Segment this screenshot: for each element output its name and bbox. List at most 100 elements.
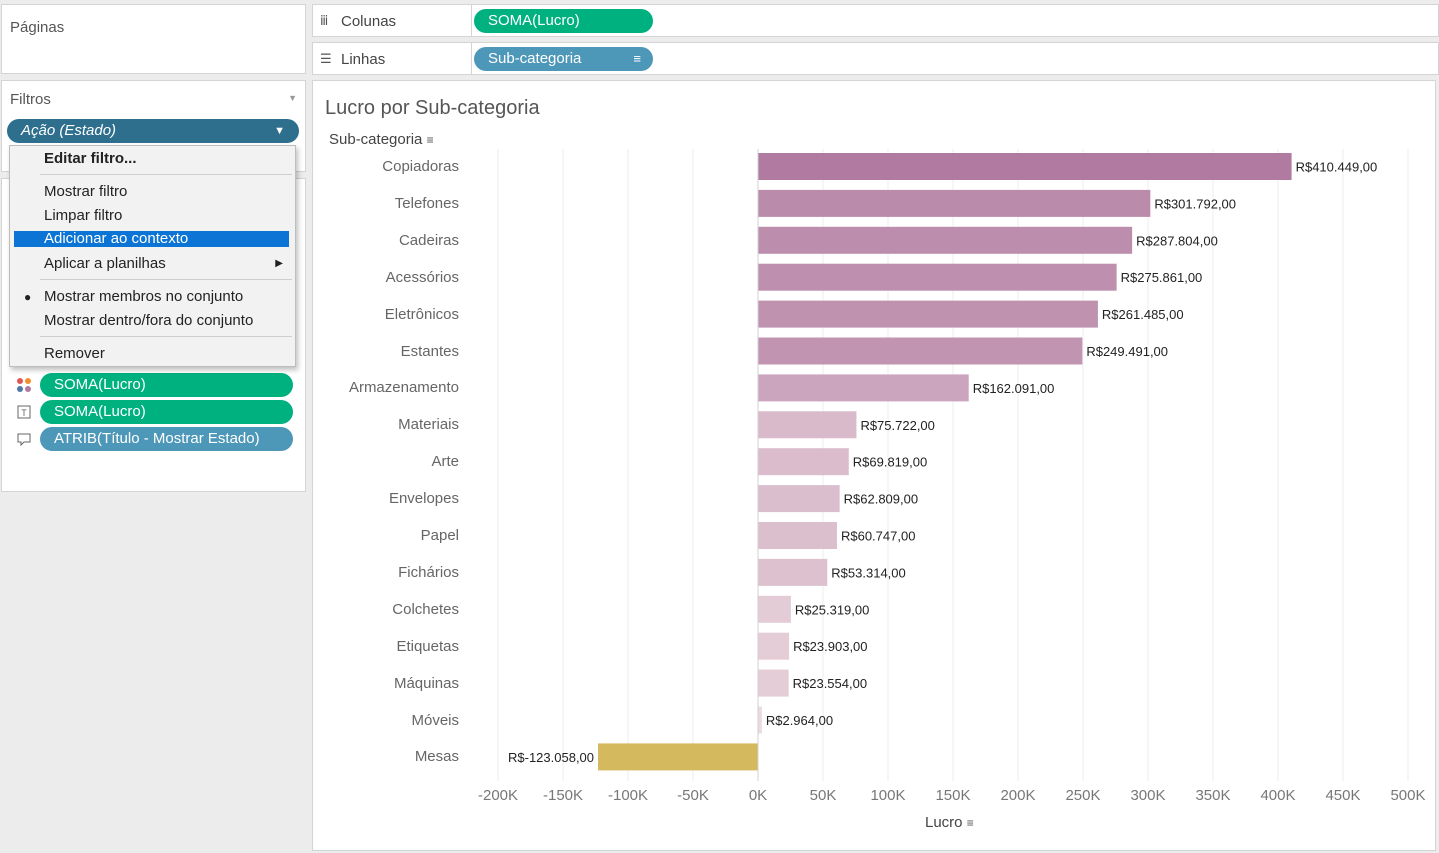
filters-card-menu-arrow-icon[interactable]: ▼ [288, 93, 297, 103]
menu-separator [40, 336, 292, 337]
category-label[interactable]: Etiquetas [396, 637, 459, 655]
label-icon[interactable]: T [16, 404, 32, 420]
x-tick-label: 350K [1195, 787, 1230, 804]
rows-shelf-label: Linhas [341, 51, 386, 68]
category-label[interactable]: Eletrônicos [384, 305, 459, 323]
x-tick-label: 0K [749, 787, 767, 804]
columns-shelf[interactable]: ⅲ Colunas SOMA(Lucro) [312, 4, 1439, 37]
menu-separator [40, 279, 292, 280]
columns-shelf-label-area: ⅲ Colunas [313, 5, 472, 36]
category-label[interactable]: Armazenamento [348, 379, 459, 397]
marks-pill-tooltip[interactable]: ATRIB(Título - Mostrar Estado) [40, 427, 293, 451]
bar-value-label: R$162.091,00 [973, 381, 1055, 396]
menu-item-aplicar-planilhas[interactable]: Aplicar a planilhas ▶ [14, 255, 289, 273]
menu-item-mostrar-membros[interactable]: ● Mostrar membros no conjunto [14, 288, 289, 306]
filter-pill-dropdown-icon[interactable]: ▼ [274, 125, 285, 137]
x-tick-label: -200K [478, 787, 518, 804]
bar [758, 448, 849, 476]
sort-descending-icon[interactable]: ≡ [426, 133, 434, 147]
category-label[interactable]: Envelopes [388, 490, 459, 508]
chart-card: Lucro por Sub-categoria Sub-categoria ≡ … [312, 80, 1436, 851]
x-tick-label: 100K [870, 787, 905, 804]
filter-pill-acao-estado[interactable]: Ação (Estado) ▼ [7, 119, 299, 143]
menu-item-editar-filtro[interactable]: Editar filtro... [44, 150, 137, 167]
category-label[interactable]: Máquinas [393, 674, 459, 692]
category-label[interactable]: Mesas [414, 748, 459, 766]
columns-pill-soma-lucro[interactable]: SOMA(Lucro) [474, 9, 653, 33]
rows-icon: ☰ [320, 51, 332, 66]
marks-pill-label[interactable]: SOMA(Lucro) [40, 400, 293, 424]
sort-icon[interactable]: ≡ [966, 816, 974, 830]
x-tick-label: -50K [677, 787, 709, 804]
category-label[interactable]: Telefones [394, 194, 459, 212]
bar [758, 411, 857, 439]
bar [758, 558, 828, 586]
bar-value-label: R$23.554,00 [793, 676, 867, 691]
bar-value-label: R$62.809,00 [844, 492, 918, 507]
bar-value-label: R$60.747,00 [841, 529, 915, 544]
menu-item-mostrar-filtro[interactable]: Mostrar filtro [44, 183, 128, 200]
bar-value-label: R$249.491,00 [1086, 344, 1168, 359]
rows-pill-sub-categoria[interactable]: Sub-categoria ≡ [474, 47, 653, 71]
category-labels: Copiadoras Telefones Cadeiras Acessórios Ele… [313, 81, 459, 850]
menu-item-mostrar-dentro-fora[interactable]: Mostrar dentro/fora do conjunto [44, 312, 254, 329]
bar-value-label: R$261.485,00 [1102, 307, 1184, 322]
menu-item-aplicar-planilhas-label: Aplicar a planilhas [44, 255, 166, 272]
category-label[interactable]: Arte [431, 453, 459, 471]
bar-value-label: R$301.792,00 [1154, 196, 1236, 211]
x-tick-label: 200K [1000, 787, 1035, 804]
x-axis-title[interactable]: Lucro ≡ [925, 814, 974, 831]
bar [758, 337, 1083, 365]
columns-shelf-label: Colunas [341, 13, 397, 30]
color-icon[interactable] [16, 377, 32, 393]
bar-chart: -200K -150K -100K -50K 0K 50K 100K 150K 200K 250K… [478, 149, 1426, 804]
category-label[interactable]: Móveis [411, 711, 459, 729]
rows-shelf[interactable]: ☰ Linhas Sub-categoria ≡ [312, 42, 1439, 75]
x-tick-label: -100K [608, 787, 648, 804]
pages-card-title: Páginas [10, 19, 65, 36]
menu-separator [40, 174, 292, 175]
x-tick-label: 50K [810, 787, 837, 804]
bar [758, 189, 1151, 217]
x-tick-label: -150K [543, 787, 583, 804]
category-label[interactable]: Estantes [400, 342, 459, 360]
bar [758, 374, 969, 402]
row-header[interactable]: Sub-categoria ≡ [329, 131, 434, 148]
category-label[interactable]: Cadeiras [398, 231, 459, 249]
pages-card: Páginas [1, 4, 306, 74]
checked-bullet-icon: ● [24, 290, 32, 304]
category-label[interactable]: Papel [420, 527, 459, 544]
menu-item-remover[interactable]: Remover [44, 345, 105, 362]
category-label[interactable]: Materiais [398, 416, 459, 434]
sort-descending-icon: ≡ [633, 51, 641, 66]
x-axis-title-label: Lucro [925, 814, 963, 831]
category-label[interactable]: Colchetes [392, 600, 459, 618]
category-label[interactable]: Copiadoras [382, 158, 459, 175]
menu-item-adicionar-contexto[interactable]: Adicionar ao contexto [14, 231, 289, 247]
filter-context-menu[interactable]: Editar filtro... Mostrar filtro Limpar f… [9, 145, 296, 367]
category-label[interactable]: Acessórios [385, 268, 459, 286]
rows-shelf-label-area: ☰ Linhas [313, 43, 472, 74]
rows-pill-label: Sub-categoria [488, 50, 582, 67]
chart-title: Lucro por Sub-categoria [325, 97, 540, 119]
bar-value-label: R$275.861,00 [1121, 270, 1203, 285]
x-tick-label: 300K [1130, 787, 1165, 804]
bar [758, 263, 1117, 291]
tooltip-icon[interactable] [16, 431, 32, 447]
bar-value-label: R$69.819,00 [853, 455, 927, 470]
bar [758, 485, 840, 513]
x-tick-label: 400K [1260, 787, 1295, 804]
category-label[interactable]: Fichários [398, 563, 459, 581]
bar [758, 300, 1098, 328]
bar-value-label: R$25.319,00 [795, 602, 869, 617]
bar [758, 226, 1133, 254]
bar-value-label: R$23.903,00 [793, 639, 867, 654]
bar [758, 595, 791, 623]
filters-card-title: Filtros [10, 91, 51, 108]
bar-value-label: R$53.314,00 [831, 565, 905, 580]
row-header-label: Sub-categoria [329, 131, 423, 148]
marks-pill-color[interactable]: SOMA(Lucro) [40, 373, 293, 397]
menu-item-limpar-filtro[interactable]: Limpar filtro [44, 207, 123, 224]
bar [598, 743, 758, 771]
menu-item-mostrar-membros-label: Mostrar membros no conjunto [44, 288, 244, 305]
